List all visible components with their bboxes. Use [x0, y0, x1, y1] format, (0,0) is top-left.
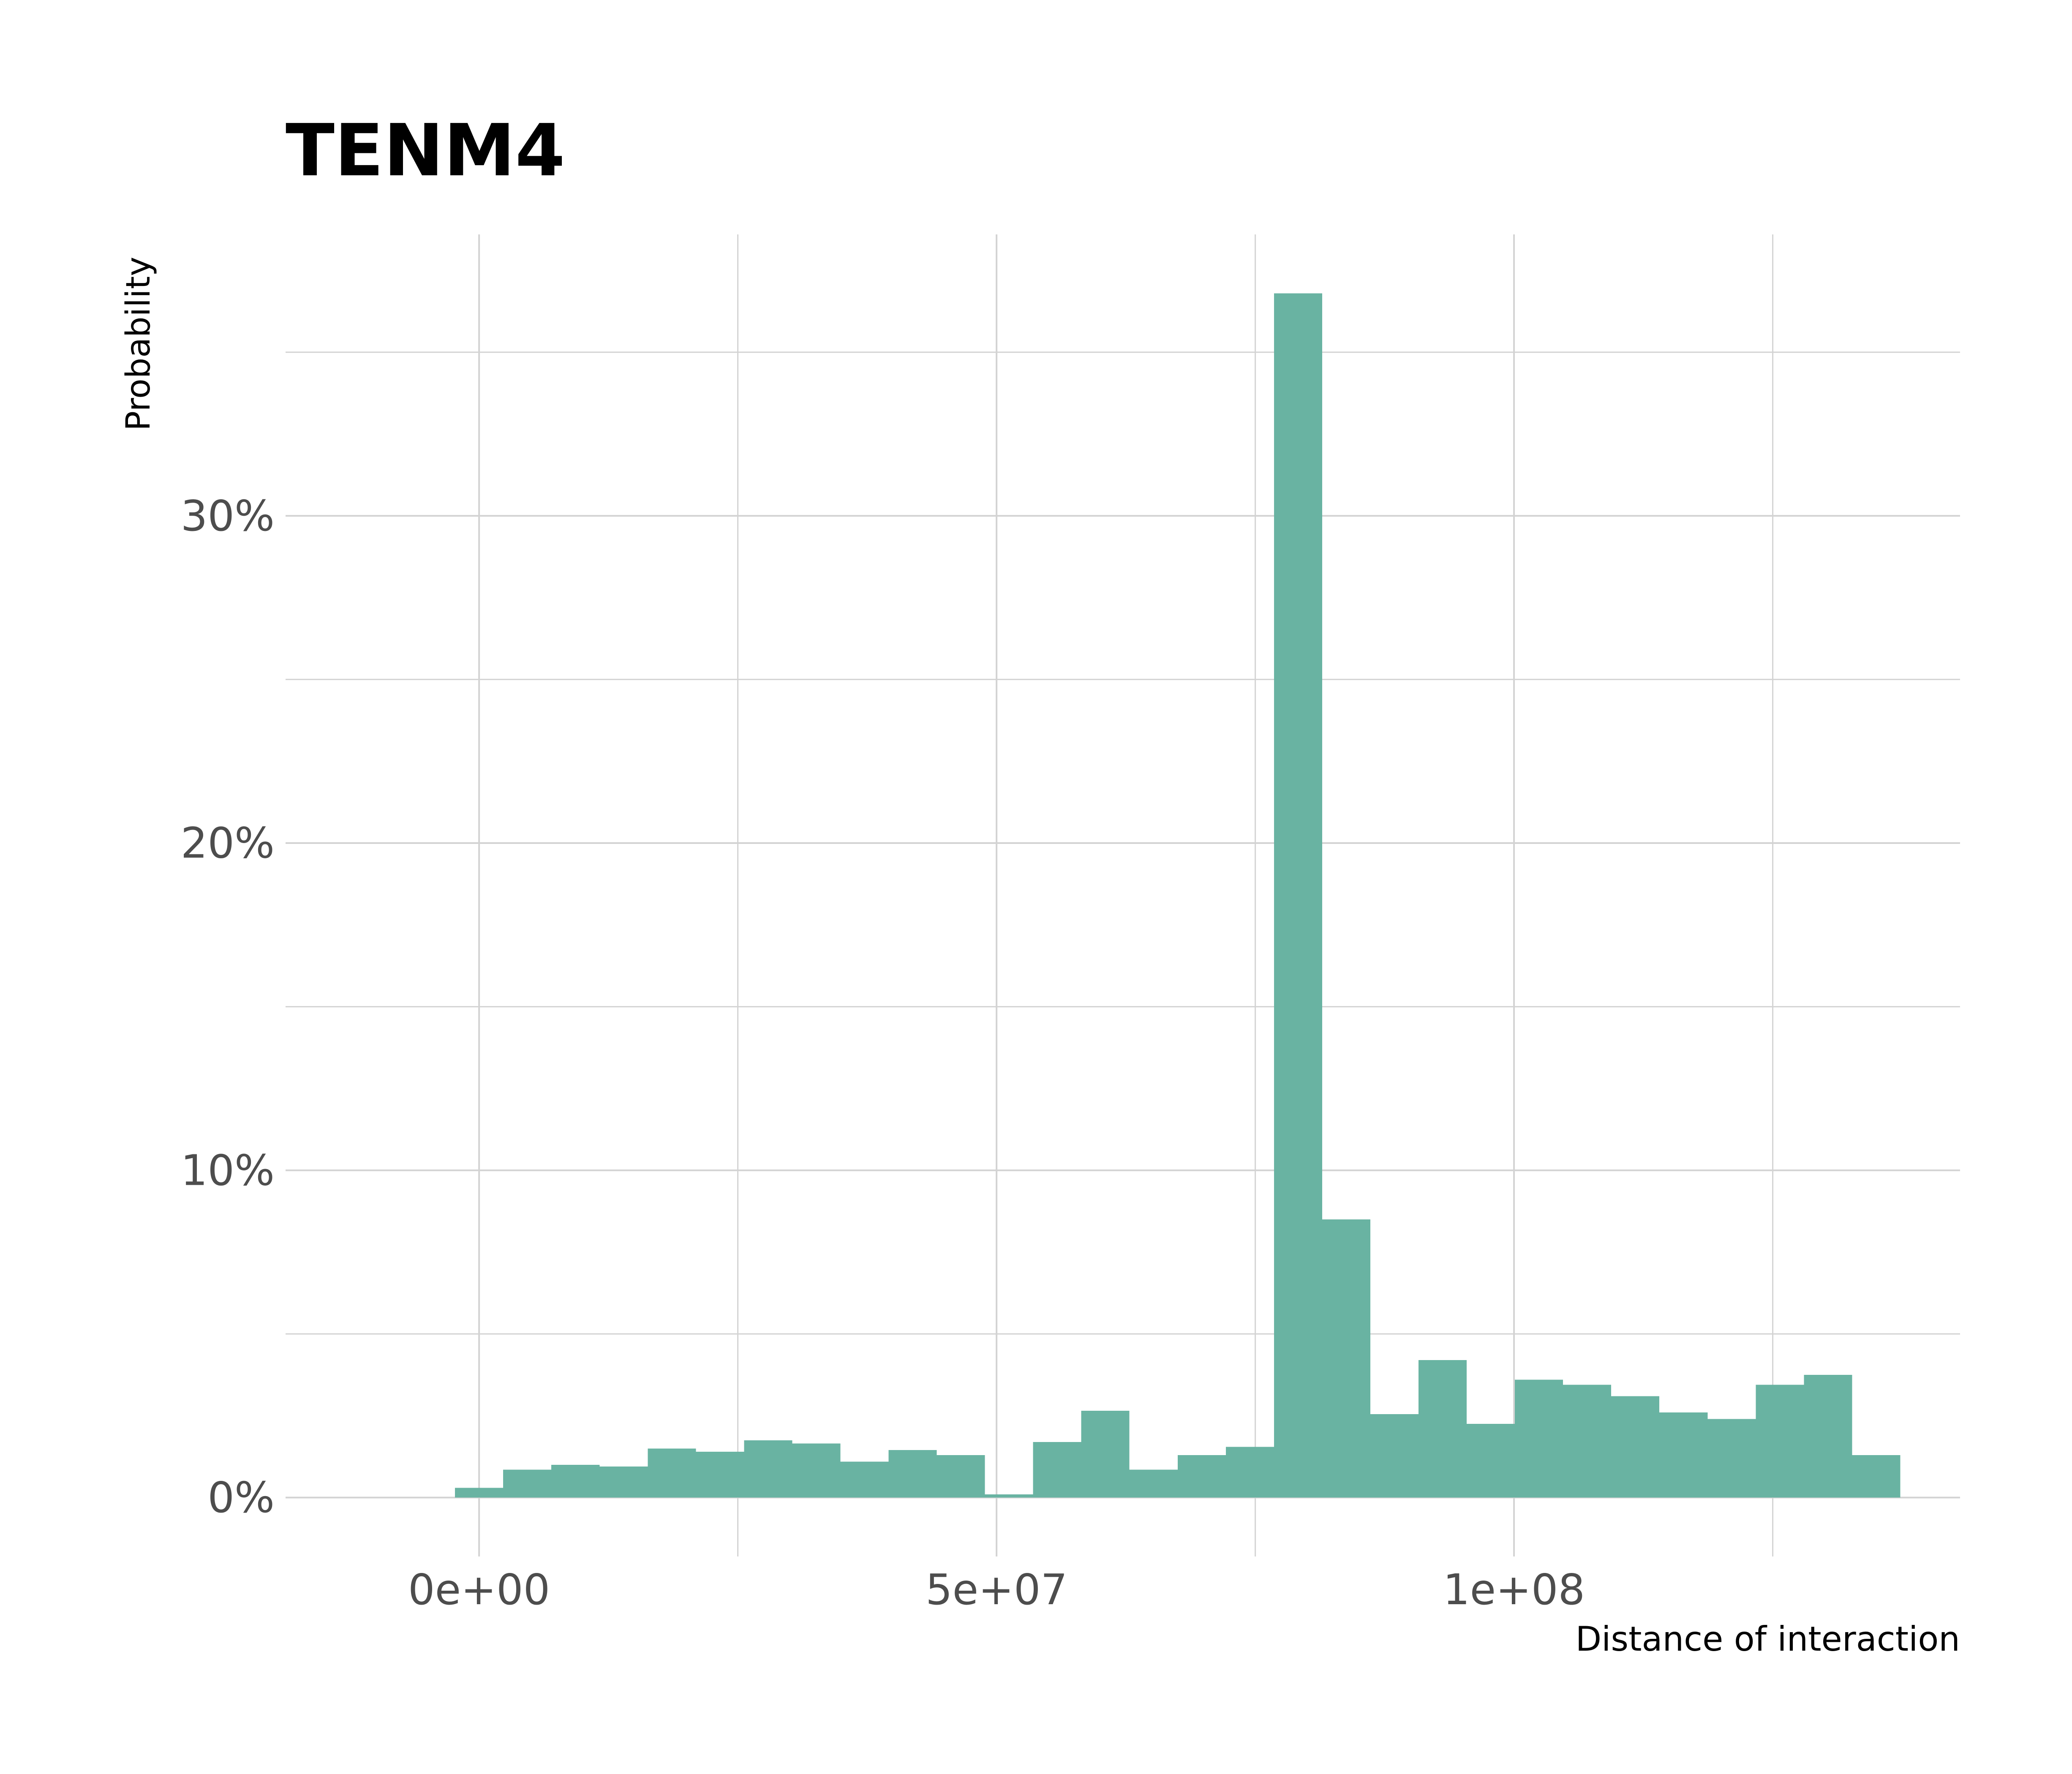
histogram-bar: [1370, 1414, 1419, 1498]
histogram-bar: [1177, 1455, 1226, 1498]
histogram-bar: [744, 1440, 792, 1498]
histogram-bar: [1852, 1455, 1900, 1498]
grid-minor: [286, 234, 1960, 1556]
histogram-bar: [1274, 293, 1322, 1498]
histogram-bar: [599, 1466, 648, 1498]
histogram-bar: [792, 1443, 841, 1498]
histogram-bar: [455, 1488, 504, 1498]
x-tick-label: 1e+08: [1443, 1565, 1585, 1614]
y-tick-label: 20%: [181, 819, 275, 868]
histogram-bar: [1756, 1385, 1804, 1498]
histogram-bar: [840, 1461, 889, 1498]
histogram-bar: [551, 1465, 600, 1498]
histogram-bar: [1225, 1447, 1274, 1498]
histogram-bar: [1659, 1412, 1708, 1498]
x-tick-labels: 0e+00 5e+07 1e+08: [408, 1565, 1585, 1614]
histogram-bar: [985, 1494, 1033, 1498]
histogram-bar: [1033, 1442, 1081, 1498]
x-tick-label: 0e+00: [408, 1565, 550, 1614]
histogram-bar: [1563, 1385, 1612, 1498]
grid-major: [286, 234, 1960, 1556]
histogram-bar: [1129, 1469, 1178, 1498]
histogram-bar: [1467, 1424, 1515, 1498]
histogram-bar: [1081, 1411, 1130, 1498]
histogram-bar: [888, 1450, 937, 1498]
histogram-bar: [1515, 1379, 1563, 1498]
histogram-bar: [1707, 1419, 1756, 1498]
histogram-bar: [1419, 1360, 1467, 1498]
chart-title: TENM4: [286, 109, 565, 193]
histogram-bar: [1611, 1396, 1660, 1498]
histogram-bar: [1322, 1219, 1370, 1498]
x-tick-label: 5e+07: [926, 1565, 1067, 1614]
x-axis-title: Distance of interaction: [1576, 1619, 1960, 1659]
y-tick-labels: 0% 10% 20% 30%: [181, 491, 275, 1522]
y-tick-label: 30%: [181, 491, 275, 541]
y-tick-label: 10%: [181, 1145, 275, 1195]
histogram-bars: [455, 293, 1900, 1498]
histogram-bar: [648, 1448, 696, 1498]
y-axis-title: Probability: [120, 257, 158, 431]
histogram-bar: [1804, 1375, 1852, 1498]
y-tick-label: 0%: [207, 1473, 275, 1522]
histogram-bar: [696, 1452, 744, 1498]
histogram-bar: [503, 1469, 552, 1498]
histogram-bar: [937, 1455, 985, 1498]
